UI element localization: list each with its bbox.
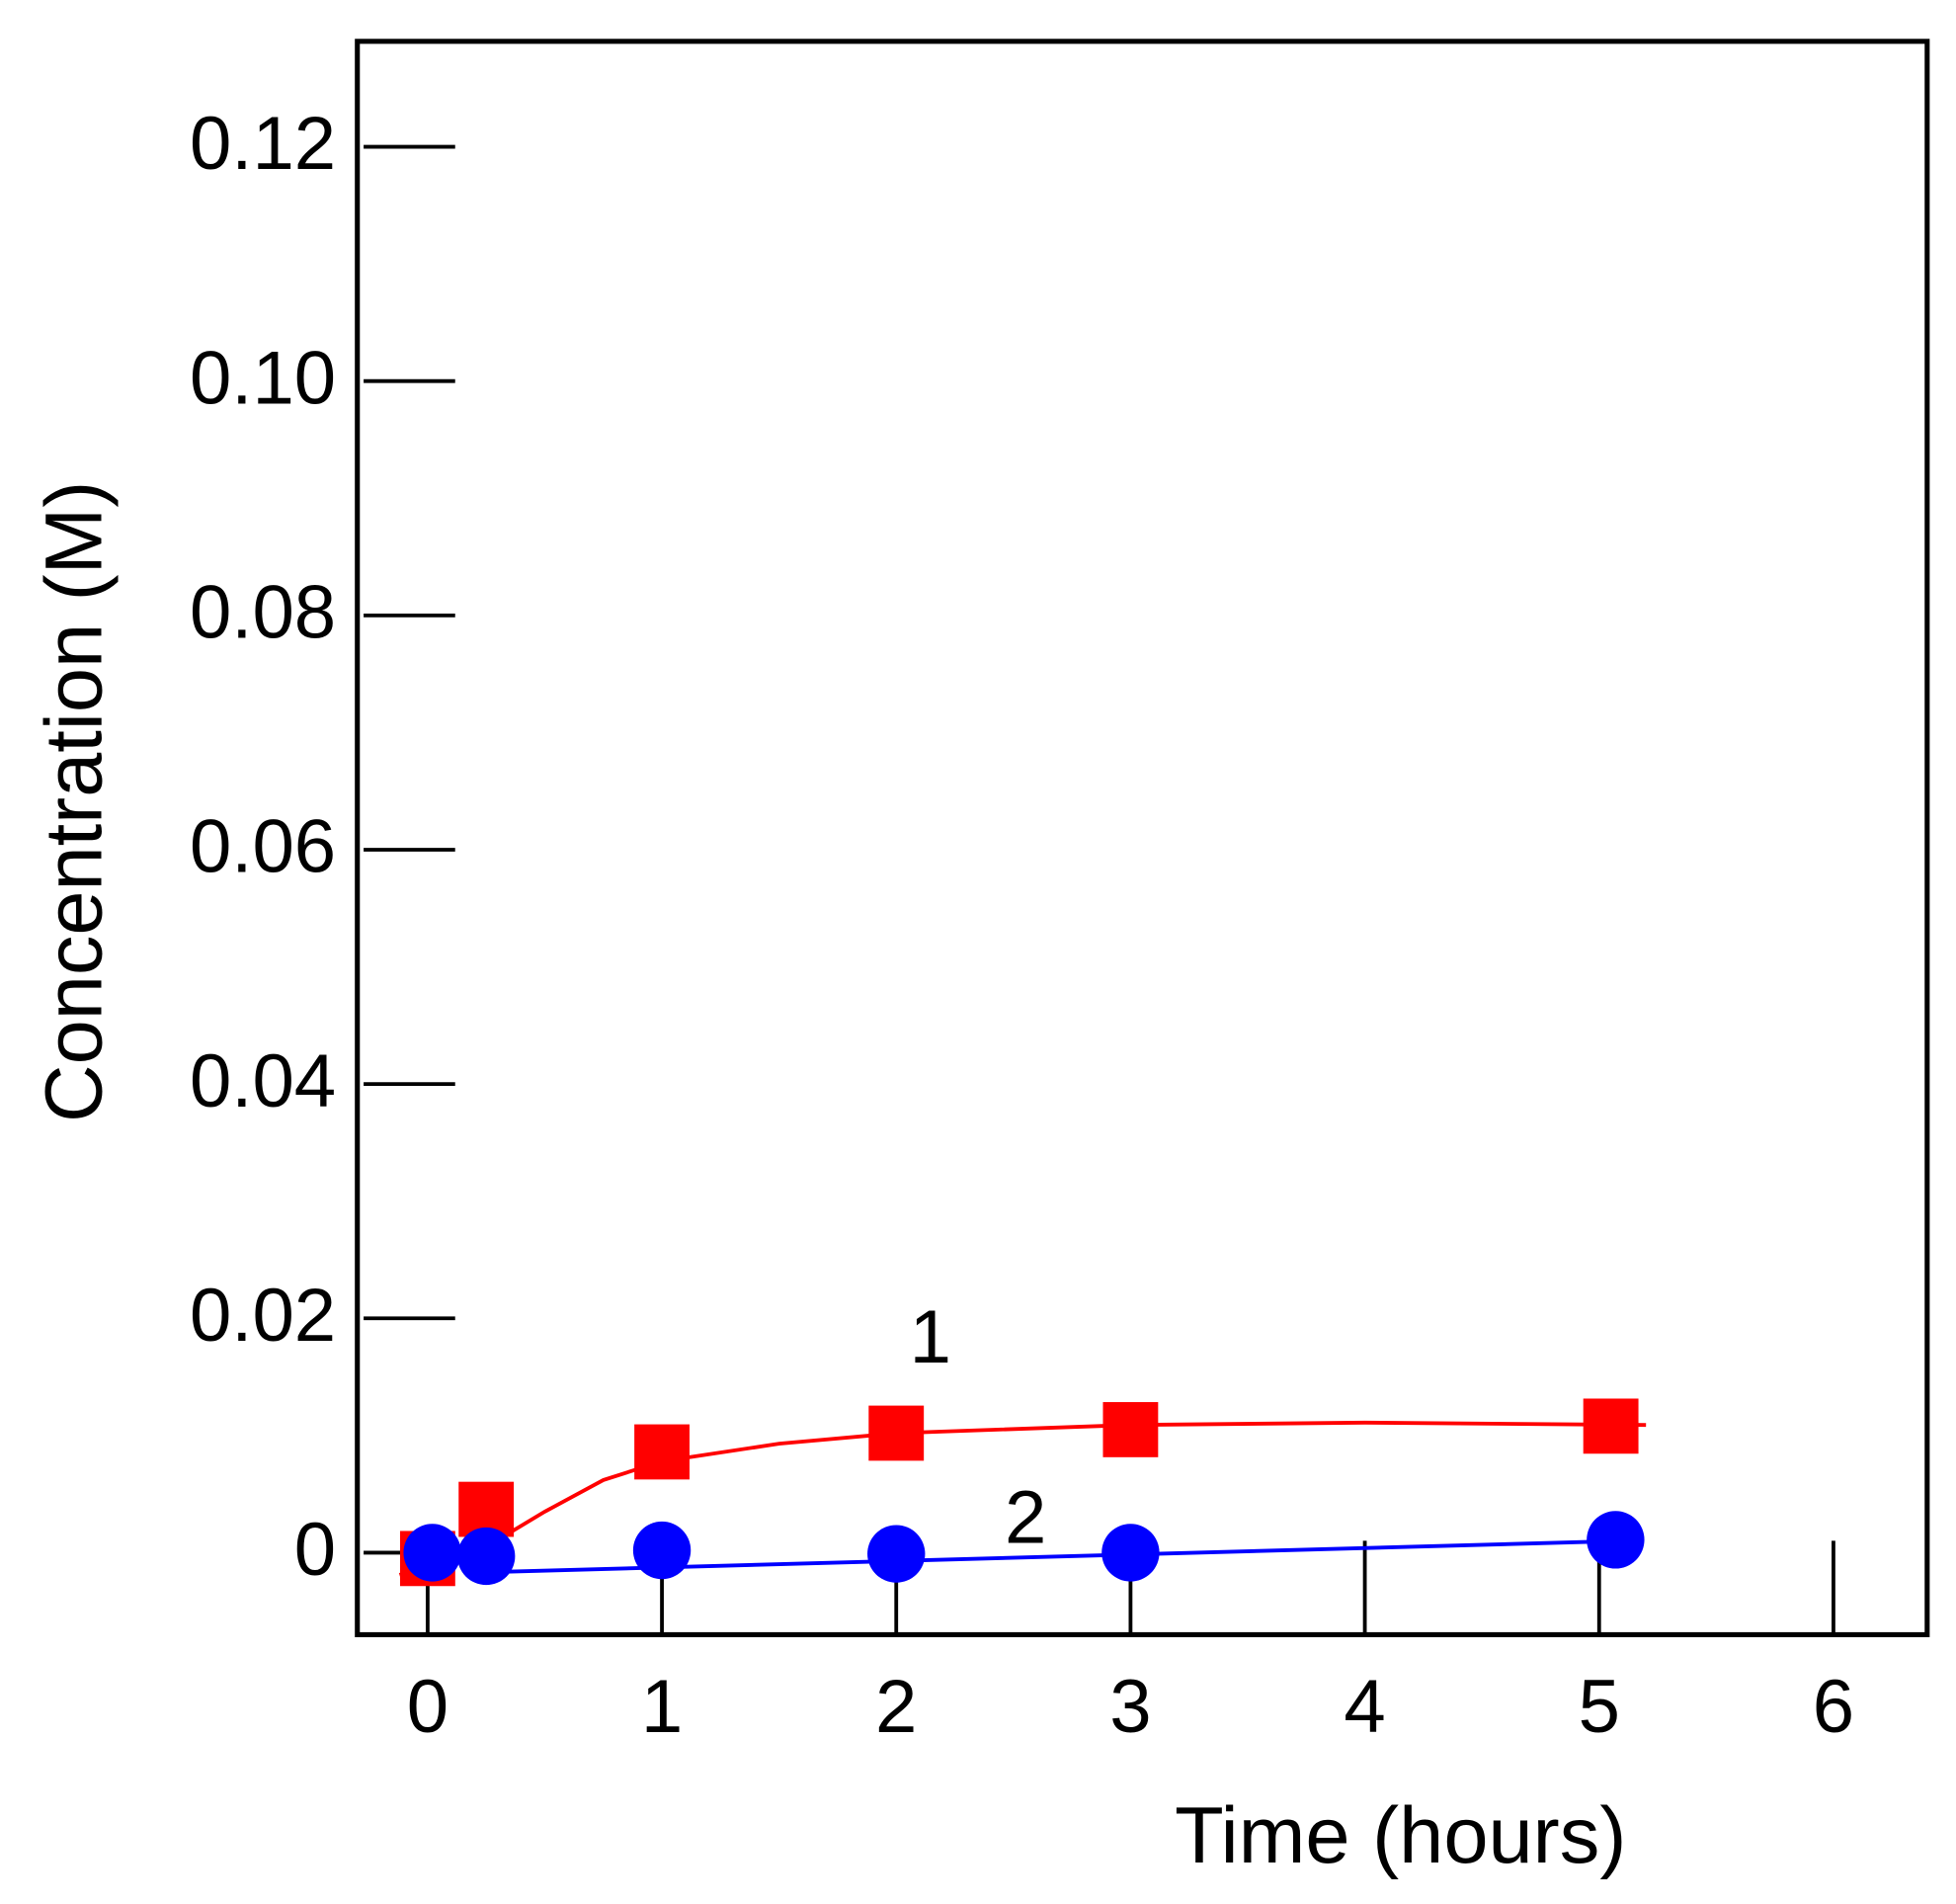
data-point <box>632 1521 692 1580</box>
y-tick-label: 0.06 <box>190 805 336 889</box>
x-tick-label: 2 <box>875 1665 917 1749</box>
x-tick-label: 0 <box>407 1665 448 1749</box>
x-tick-label: 4 <box>1344 1665 1385 1749</box>
y-tick-label: 0 <box>294 1508 336 1592</box>
data-point <box>634 1424 690 1480</box>
fit-line <box>398 1420 1647 1577</box>
data-point <box>868 1405 925 1461</box>
data-point <box>867 1525 926 1583</box>
data-point <box>1587 1511 1645 1569</box>
data-point <box>403 1524 461 1582</box>
data-point <box>1102 1402 1159 1457</box>
data-point <box>1583 1398 1639 1454</box>
x-tick-label: 5 <box>1579 1665 1620 1749</box>
y-tick-label: 0.10 <box>190 336 336 420</box>
y-axis-title: Concentration (M) <box>31 481 120 1122</box>
y-tick-label: 0.02 <box>190 1274 336 1358</box>
x-tick-label: 1 <box>641 1665 683 1749</box>
x-axis-title: Time (hours) <box>1175 1791 1626 1880</box>
data-point <box>456 1527 516 1586</box>
y-tick-label: 0.04 <box>190 1039 336 1123</box>
y-tick-label: 0.12 <box>190 102 336 186</box>
curve-label: 2 <box>1005 1476 1046 1560</box>
x-tick-label: 6 <box>1813 1665 1854 1749</box>
x-tick-label: 3 <box>1109 1665 1151 1749</box>
data-point <box>1101 1524 1160 1582</box>
y-tick-label: 0.08 <box>190 571 336 655</box>
curve-label: 1 <box>910 1295 951 1379</box>
plot-frame <box>355 39 1930 1637</box>
